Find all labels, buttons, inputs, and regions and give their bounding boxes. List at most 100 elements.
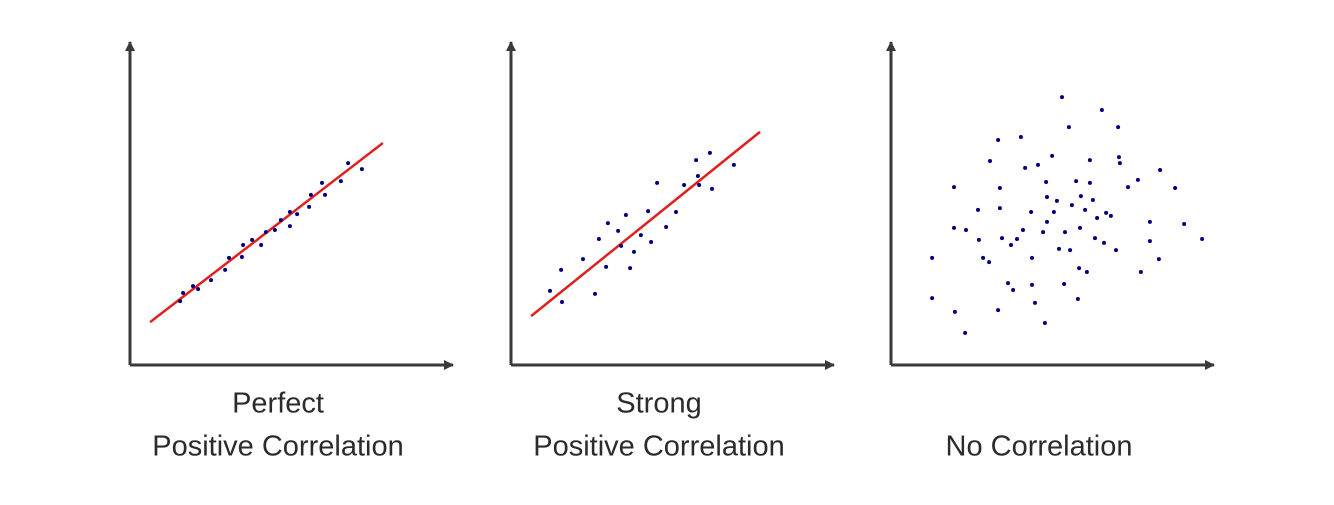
data-point	[1173, 186, 1178, 190]
data-point	[1063, 230, 1067, 235]
data-point	[307, 204, 312, 209]
data-point	[1182, 222, 1187, 226]
data-point	[1117, 161, 1122, 166]
data-point	[930, 296, 935, 301]
data-point	[1147, 219, 1152, 224]
data-point	[1023, 165, 1028, 170]
data-point	[952, 185, 956, 190]
data-point	[346, 161, 351, 166]
data-point	[295, 212, 300, 217]
data-point	[1095, 216, 1100, 220]
data-point	[593, 291, 597, 296]
data-point	[1011, 288, 1016, 292]
data-point	[1075, 297, 1080, 301]
chart-title: Positive Correlation	[533, 431, 784, 463]
data-point	[1018, 135, 1023, 139]
data-point	[963, 330, 968, 335]
data-point	[664, 225, 669, 229]
data-point	[1000, 236, 1004, 241]
data-point	[1108, 213, 1113, 218]
data-point	[638, 233, 643, 238]
data-point	[976, 237, 981, 242]
data-point	[674, 210, 678, 214]
data-point	[1050, 153, 1055, 158]
data-point	[1135, 177, 1140, 182]
data-point	[1030, 255, 1034, 260]
data-point	[250, 237, 255, 242]
data-point	[655, 180, 660, 185]
data-point	[191, 284, 195, 289]
data-point	[604, 264, 609, 269]
data-point	[1066, 125, 1071, 130]
data-point	[632, 249, 636, 254]
data-point	[1041, 230, 1046, 235]
data-point	[1054, 198, 1059, 203]
data-point	[1090, 198, 1095, 202]
data-point	[996, 308, 1001, 313]
data-point	[323, 192, 327, 197]
data-point	[1087, 158, 1092, 163]
data-point	[1015, 237, 1019, 241]
data-point	[1021, 228, 1025, 232]
data-point	[682, 183, 687, 187]
data-point	[707, 150, 712, 155]
data-point	[1051, 210, 1056, 214]
data-point	[596, 237, 601, 241]
data-point	[581, 257, 585, 262]
data-point	[988, 159, 992, 163]
data-point	[1060, 95, 1064, 100]
data-point	[1078, 194, 1083, 199]
data-point	[1062, 282, 1067, 286]
data-point	[697, 183, 702, 187]
data-point	[209, 278, 213, 283]
data-point	[338, 179, 343, 184]
data-point	[1099, 108, 1104, 112]
data-point	[952, 225, 956, 230]
data-point	[1033, 300, 1037, 305]
data-point	[1069, 203, 1074, 208]
data-point	[930, 255, 935, 260]
data-point	[1114, 248, 1118, 253]
data-point	[997, 186, 1002, 190]
data-point	[559, 267, 564, 272]
data-point	[1057, 246, 1061, 251]
data-point	[259, 243, 264, 247]
data-point	[287, 224, 292, 229]
data-point	[605, 221, 610, 226]
trend-line	[530, 130, 761, 318]
data-point	[308, 192, 313, 197]
data-point	[1117, 155, 1121, 160]
data-point	[981, 255, 986, 260]
data-point	[1104, 210, 1109, 215]
chart-title: Strong	[616, 388, 701, 420]
data-point	[1158, 168, 1163, 172]
data-point	[1044, 180, 1049, 184]
data-point	[278, 218, 283, 223]
data-point	[241, 243, 246, 247]
data-point	[287, 210, 292, 214]
data-point	[560, 300, 564, 304]
data-point	[623, 213, 628, 217]
data-point	[646, 209, 651, 214]
data-point	[1074, 179, 1079, 184]
data-point	[1006, 281, 1010, 286]
data-point	[1116, 125, 1121, 130]
data-point	[1200, 237, 1205, 241]
data-point	[1126, 185, 1130, 190]
chart-title: Positive Correlation	[152, 431, 403, 463]
data-point	[1084, 270, 1089, 274]
data-point	[695, 174, 700, 178]
data-point	[1036, 162, 1040, 167]
data-point	[628, 266, 633, 271]
data-point	[710, 186, 714, 191]
data-point	[1068, 248, 1073, 253]
data-point	[1009, 243, 1013, 247]
data-point	[1045, 195, 1049, 199]
data-point	[1147, 239, 1152, 244]
data-point	[359, 167, 364, 172]
data-point	[196, 287, 201, 292]
chart-title: No Correlation	[946, 431, 1133, 463]
data-point	[976, 207, 980, 212]
data-point	[1083, 207, 1088, 212]
